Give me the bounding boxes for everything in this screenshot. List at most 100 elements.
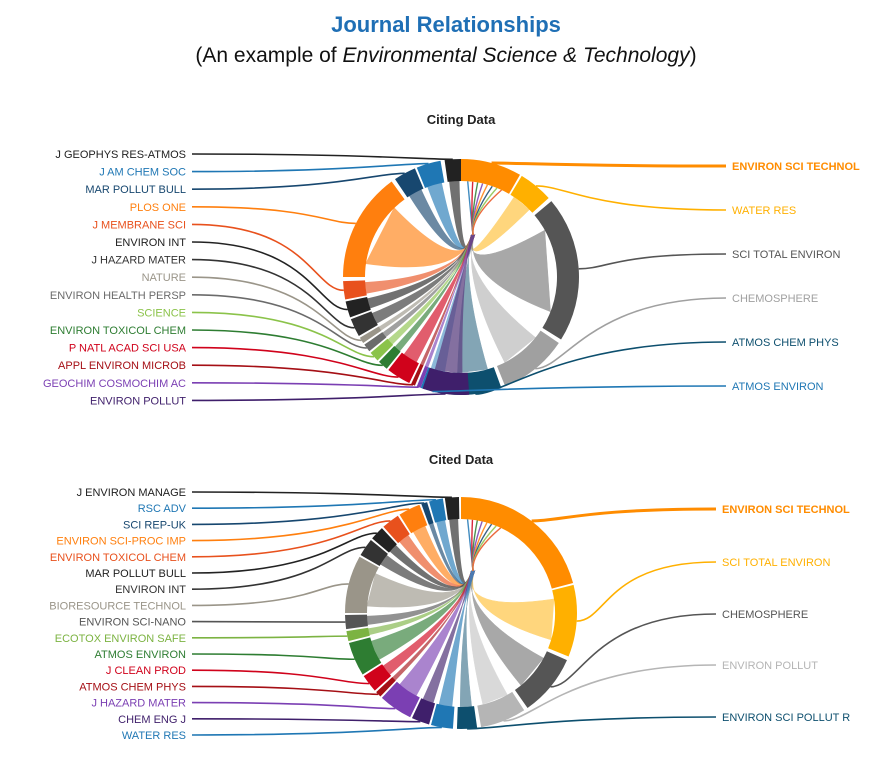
page-title: Journal Relationships — [331, 12, 561, 37]
leader-line — [191, 502, 425, 526]
leader-line — [432, 385, 727, 393]
chord-arc — [376, 677, 396, 697]
chord-arc — [496, 330, 559, 387]
chord-arc — [379, 346, 401, 369]
chord-arc — [444, 159, 461, 182]
chord-ribbons — [366, 518, 555, 708]
chord-arc — [381, 681, 420, 718]
leader-line — [191, 620, 346, 623]
leader-line — [191, 653, 355, 661]
leader-line — [191, 364, 414, 386]
journal-label: J AM CHEM SOC — [99, 167, 186, 179]
journal-label: SCIENCE — [137, 307, 186, 319]
leader-line — [191, 382, 419, 388]
page-subtitle: (An example of Environmental Science & T… — [0, 44, 892, 68]
leader-line — [191, 669, 369, 685]
chord-arc — [359, 326, 382, 343]
chord-diagram-cited: Cited Data J ENVIRON MANAGE RSC ADV SCI REP… — [49, 452, 850, 742]
chord-arc — [456, 706, 478, 729]
chord-arc — [477, 691, 525, 728]
leader-line — [576, 561, 717, 622]
chord-arc — [411, 698, 436, 725]
chord-arc — [383, 515, 410, 544]
leader-line — [191, 635, 348, 639]
journal-label: ENVIRON TOXICOL CHEM — [50, 325, 186, 337]
chord-arc — [534, 201, 579, 340]
journal-label: ATMOS CHEM PHYS — [732, 337, 839, 349]
journal-label: ENVIRON HEALTH PERSP — [50, 290, 186, 302]
leader-line — [191, 491, 452, 499]
chord-arc — [372, 528, 397, 553]
leader-line — [191, 311, 375, 358]
journal-label: ENVIRON POLLUT — [722, 660, 818, 672]
chord-arc — [370, 338, 394, 361]
chord-arc — [421, 502, 434, 525]
leader-line — [191, 393, 446, 402]
diagram-title: Cited Data — [429, 452, 494, 467]
leader-line — [475, 341, 727, 395]
chord-arc — [461, 159, 520, 194]
leader-line — [535, 297, 727, 370]
chord-ribbons — [364, 180, 551, 374]
ribbon — [472, 189, 503, 236]
journal-label: MAR POLLUT BULL — [85, 568, 186, 580]
journal-label: SCI TOTAL ENVIRON — [732, 249, 840, 261]
leader-line — [191, 498, 436, 509]
journal-label: J MEMBRANE SCI — [92, 219, 186, 231]
journal-label: BIORESOURCE TECHNOL — [49, 600, 186, 612]
chord-arc — [350, 311, 378, 336]
leader-line — [191, 258, 355, 329]
chord-arc — [430, 703, 455, 729]
chord-arc — [343, 280, 367, 300]
leader-lines — [191, 153, 727, 402]
subtitle-journal: Environmental Science & Technology — [342, 44, 690, 67]
leader-line — [536, 185, 727, 211]
journal-label: SCI TOTAL ENVIRON — [722, 557, 830, 569]
leader-line — [191, 241, 348, 311]
leader-line — [191, 546, 366, 590]
chord-arc — [429, 498, 447, 523]
chord-arcs — [345, 497, 577, 729]
journal-label: WATER RES — [122, 730, 186, 742]
chord-arc — [548, 584, 577, 657]
chord-arc — [444, 497, 460, 520]
leader-line — [191, 162, 429, 173]
journal-label: ATMOS ENVIRON — [95, 649, 187, 661]
journal-label: CHEMOSPHERE — [732, 293, 818, 305]
journal-label: MAR POLLUT BULL — [85, 184, 186, 196]
journal-labels: J ENVIRON MANAGE RSC ADV SCI REP-UK ENVIRON… — [49, 487, 850, 742]
leader-line — [191, 532, 377, 574]
leader-line — [467, 716, 717, 730]
diagram-title: Citing Data — [427, 112, 496, 127]
leader-line — [191, 294, 367, 349]
chord-arc — [343, 181, 405, 277]
chord-arc — [411, 364, 424, 386]
journal-label: APPL ENVIRON MICROB — [58, 360, 186, 372]
chord-arc — [514, 651, 567, 709]
chord-arc — [346, 627, 370, 642]
chord-arc — [388, 352, 419, 384]
chord-arc — [345, 296, 371, 318]
ribbon — [470, 229, 551, 313]
journal-label: ENVIRON INT — [115, 584, 186, 596]
journal-label: J ENVIRON MANAGE — [77, 487, 186, 499]
leader-line — [191, 520, 391, 558]
leader-line — [503, 664, 717, 722]
journal-label: J CLEAN PROD — [106, 665, 186, 677]
leader-line — [491, 161, 727, 168]
chord-arc — [364, 332, 387, 352]
leader-line — [550, 613, 717, 688]
journal-label: ENVIRON SCI TECHNOL — [722, 504, 850, 516]
journal-label: ENVIRON SCI TECHNOL — [732, 161, 860, 173]
ribbon — [470, 234, 536, 363]
journal-label: P NATL ACAD SCI USA — [69, 343, 187, 355]
leader-line — [191, 153, 453, 161]
leader-line — [191, 508, 410, 542]
leader-line — [191, 329, 383, 367]
leader-line — [191, 726, 442, 736]
journal-label: ATMOS CHEM PHYS — [79, 681, 186, 693]
journal-label: WATER RES — [732, 205, 796, 217]
journal-label: ENVIRON SCI-NANO — [79, 617, 186, 629]
chord-arc — [348, 637, 382, 675]
leader-line — [191, 276, 362, 342]
